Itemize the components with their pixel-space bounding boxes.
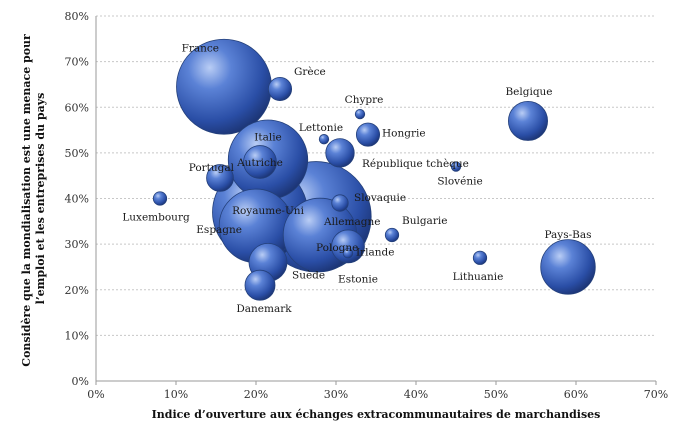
point-labels: France Grèce Chypre Belgique Lettonie Hongrie… (122, 43, 591, 315)
point-label-hongrie: Hongrie (382, 128, 426, 140)
point-label-chypre: Chypre (345, 94, 384, 106)
point-label-lettonie: Lettonie (299, 122, 343, 134)
y-tick-label: 0% (72, 375, 89, 388)
point-label-pologne: Pologne (316, 242, 358, 254)
point-label-bulgarie: Bulgarie (402, 215, 447, 227)
bubble-r-publique-tch-que (325, 138, 355, 168)
y-tick-label: 60% (65, 101, 89, 114)
point-label-autriche: Autriche (236, 157, 283, 169)
bubble-irlande (331, 229, 365, 264)
bubble-chypre (354, 108, 366, 120)
x-tick-label: 60% (564, 388, 588, 401)
point-label-belgique: Belgique (505, 86, 552, 98)
x-tick-label: 70% (644, 388, 668, 401)
x-axis-title: Indice d’ouverture aux échanges extracom… (152, 408, 601, 421)
x-tick-label: 50% (484, 388, 508, 401)
bubbles (152, 38, 596, 301)
point-label-royaume-uni: Royaume-Uni (232, 205, 305, 217)
y-tick-label: 20% (65, 284, 89, 297)
point-label-luxembourg: Luxembourg (122, 212, 190, 224)
y-tick-label: 50% (65, 147, 89, 160)
point-label-italie: Italie (254, 132, 282, 144)
point-label-r-publique-tch-que: République tchèque (362, 158, 469, 170)
x-tick-label: 40% (404, 388, 428, 401)
y-tick-label: 10% (65, 329, 89, 342)
y-axis-title-line-2: l’emploi et les entreprises du pays (34, 93, 47, 305)
bubble-estonie (342, 248, 354, 259)
bubble-hongrie (355, 122, 381, 147)
point-label-slovaquie: Slovaquie (354, 192, 406, 204)
bubble-pays-bas (540, 239, 596, 295)
bubble-slov-nie (450, 161, 462, 172)
point-label-slov-nie: Slovénie (437, 176, 482, 188)
point-label-irlande: Irlande (356, 246, 394, 258)
bubble-gr-ce (267, 76, 293, 102)
bubble-belgique (508, 100, 548, 141)
point-label-lithuanie: Lithuanie (453, 271, 504, 283)
bubble-bulgarie (384, 227, 400, 243)
point-label-france: France (182, 43, 219, 55)
x-tick-label: 0% (87, 388, 104, 401)
y-axis-title-line-1: Considère que la mondialisation est une … (20, 34, 33, 367)
point-label-pays-bas: Pays-Bas (544, 229, 591, 241)
point-label-espagne: Espagne (196, 224, 242, 236)
y-tick-label: 30% (65, 238, 89, 251)
x-tick-label: 20% (244, 388, 268, 401)
bubble-autriche (243, 145, 277, 179)
point-label-estonie: Estonie (338, 273, 378, 285)
point-label-gr-ce: Grèce (294, 66, 326, 78)
point-label-danemark: Danemark (236, 303, 292, 315)
point-label-allemagne: Allemagne (323, 216, 380, 228)
y-tick-label: 70% (65, 56, 89, 69)
bubble-lettonie (318, 134, 330, 145)
y-tick-label: 40% (65, 193, 89, 206)
bubble-slovaquie (331, 194, 349, 212)
point-label-portugal: Portugal (189, 162, 235, 174)
bubble-portugal (206, 164, 234, 192)
point-label-su-de: Suède (292, 269, 325, 281)
y-axis-title: Considère que la mondialisation est une … (20, 30, 47, 366)
x-tick-label: 30% (324, 388, 348, 401)
y-tick-label: 80% (65, 10, 89, 23)
x-tick-label: 10% (164, 388, 188, 401)
bubble-luxembourg (152, 191, 168, 206)
axes: 0% 10% 20% 30% 40% 50% 60% 70% 80% 0% 10% 20% 30% 40%… (65, 10, 669, 401)
bubble-lithuanie (472, 250, 488, 265)
bubble-danemark (244, 269, 276, 301)
